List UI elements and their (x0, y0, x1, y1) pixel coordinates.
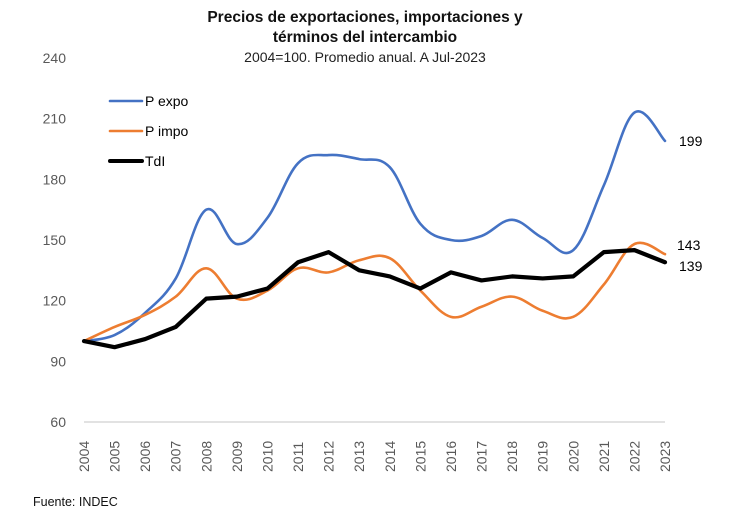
x-tick-label: 2014 (382, 441, 398, 472)
series-line-p-expo (82, 110, 667, 343)
x-tick-label: 2004 (76, 441, 92, 472)
x-tick-label: 2010 (259, 441, 275, 472)
x-tick-label: 2016 (443, 441, 459, 472)
y-tick-label: 90 (50, 353, 66, 369)
x-tick-label: 2015 (412, 441, 428, 472)
series-line-tdi (81, 248, 668, 350)
x-tick-label: 2009 (229, 441, 245, 472)
x-tick-label: 2005 (107, 441, 123, 472)
x-tick-label: 2018 (504, 441, 520, 472)
chart-title-line-2: términos del intercambio (272, 29, 458, 46)
y-tick-label: 180 (43, 171, 67, 187)
y-tick-label: 240 (43, 50, 67, 66)
y-tick-label: 120 (43, 293, 67, 309)
source-note: Fuente: INDEC (33, 495, 118, 509)
x-tick-label: 2011 (290, 442, 306, 472)
x-tick-label: 2008 (198, 441, 214, 472)
legend-label-p-expo: P expo (145, 93, 189, 109)
x-tick-label: 2021 (596, 441, 612, 472)
end-label-p-expo: 199 (679, 133, 703, 149)
end-labels: 199 143 139 (677, 133, 703, 274)
y-tick-label: 60 (50, 414, 66, 430)
end-label-p-impo: 143 (677, 237, 701, 253)
end-label-tdi: 139 (679, 258, 703, 274)
y-axis-ticks: 60 90 120 150 180 210 240 (43, 50, 67, 430)
x-tick-label: 2006 (137, 441, 153, 472)
chart-title: Precios de exportaciones, importaciones … (0, 8, 730, 48)
y-tick-label: 150 (43, 232, 67, 248)
x-tick-label: 2017 (474, 441, 490, 472)
x-tick-label: 2023 (657, 441, 673, 472)
legend-label-tdi: TdI (145, 153, 165, 169)
x-tick-label: 2012 (321, 441, 337, 472)
x-tick-label: 2007 (168, 441, 184, 472)
x-tick-label: 2020 (565, 441, 581, 472)
x-tick-label: 2019 (535, 441, 551, 472)
chart-subtitle: 2004=100. Promedio anual. A Jul-2023 (244, 49, 486, 65)
x-tick-label: 2022 (626, 441, 642, 472)
chart-title-line-1: Precios de exportaciones, importaciones … (207, 9, 523, 26)
series-lines (81, 110, 668, 350)
legend: P expo P impo TdI (108, 93, 189, 169)
x-tick-label: 2013 (351, 441, 367, 472)
legend-label-p-impo: P impo (145, 123, 189, 139)
x-axis-ticks: 2004 2005 2006 2007 2008 2009 2010 2011 2012 2013… (76, 441, 673, 472)
series-line-p-impo (82, 241, 667, 343)
y-tick-label: 210 (43, 111, 67, 127)
